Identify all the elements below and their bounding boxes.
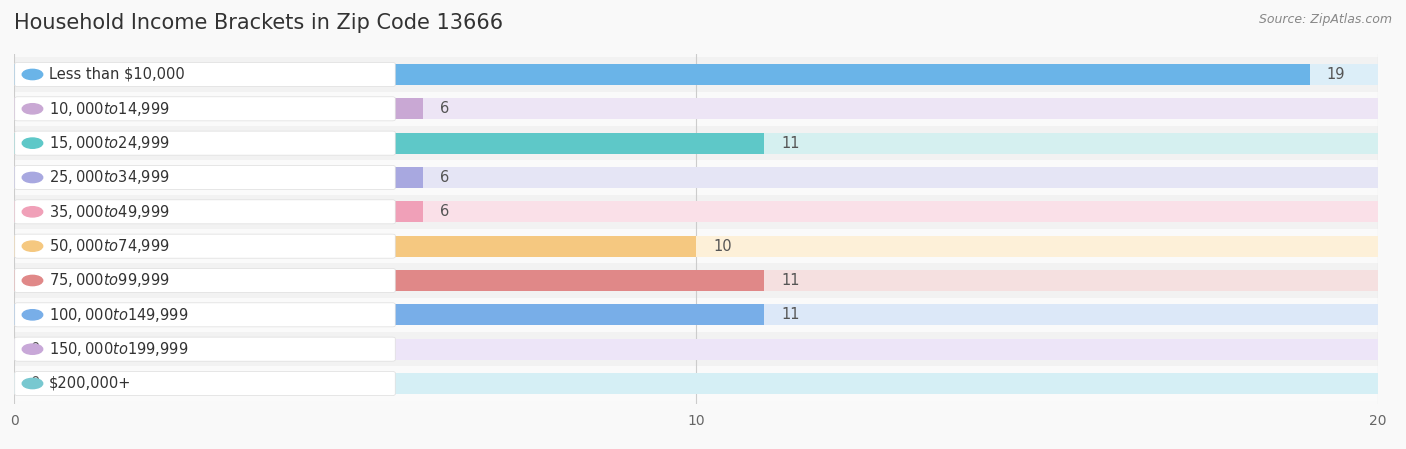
Bar bbox=[14, 201, 1378, 222]
Text: 11: 11 bbox=[782, 273, 800, 288]
Bar bbox=[14, 92, 1378, 126]
Circle shape bbox=[22, 207, 42, 217]
Bar bbox=[14, 132, 765, 154]
Text: $15,000 to $24,999: $15,000 to $24,999 bbox=[49, 134, 170, 152]
FancyBboxPatch shape bbox=[14, 200, 395, 224]
Bar bbox=[14, 270, 765, 291]
Bar bbox=[14, 332, 1378, 366]
Text: 19: 19 bbox=[1327, 67, 1346, 82]
Text: 6: 6 bbox=[440, 170, 450, 185]
Bar bbox=[14, 126, 1378, 160]
FancyBboxPatch shape bbox=[14, 131, 395, 155]
Circle shape bbox=[22, 310, 42, 320]
Bar bbox=[14, 304, 1378, 326]
Text: Source: ZipAtlas.com: Source: ZipAtlas.com bbox=[1258, 13, 1392, 26]
Circle shape bbox=[22, 172, 42, 183]
Circle shape bbox=[22, 138, 42, 148]
Circle shape bbox=[22, 69, 42, 79]
Bar bbox=[14, 195, 1378, 229]
Text: 0: 0 bbox=[31, 376, 41, 391]
Circle shape bbox=[22, 344, 42, 354]
Bar bbox=[14, 64, 1310, 85]
Bar bbox=[14, 263, 1378, 298]
Bar bbox=[14, 236, 1378, 257]
Text: $25,000 to $34,999: $25,000 to $34,999 bbox=[49, 168, 170, 186]
Bar bbox=[14, 64, 1378, 85]
Circle shape bbox=[22, 379, 42, 389]
Bar bbox=[14, 167, 423, 188]
Text: $35,000 to $49,999: $35,000 to $49,999 bbox=[49, 203, 170, 221]
Text: 10: 10 bbox=[713, 239, 731, 254]
FancyBboxPatch shape bbox=[14, 303, 395, 327]
FancyBboxPatch shape bbox=[14, 97, 395, 121]
Bar bbox=[14, 270, 1378, 291]
Bar bbox=[14, 167, 1378, 188]
FancyBboxPatch shape bbox=[14, 337, 395, 361]
FancyBboxPatch shape bbox=[14, 166, 395, 189]
Text: 11: 11 bbox=[782, 136, 800, 151]
Bar bbox=[14, 132, 1378, 154]
FancyBboxPatch shape bbox=[14, 371, 395, 396]
Bar bbox=[14, 160, 1378, 195]
Bar bbox=[14, 298, 1378, 332]
Text: $50,000 to $74,999: $50,000 to $74,999 bbox=[49, 237, 170, 255]
Bar bbox=[14, 373, 1378, 394]
Bar bbox=[14, 57, 1378, 92]
Text: 11: 11 bbox=[782, 307, 800, 322]
Bar bbox=[14, 229, 1378, 263]
Text: $200,000+: $200,000+ bbox=[49, 376, 131, 391]
Bar bbox=[14, 201, 423, 222]
Bar bbox=[14, 304, 765, 326]
Text: $100,000 to $149,999: $100,000 to $149,999 bbox=[49, 306, 188, 324]
Text: Household Income Brackets in Zip Code 13666: Household Income Brackets in Zip Code 13… bbox=[14, 13, 503, 34]
Text: 0: 0 bbox=[31, 342, 41, 357]
Circle shape bbox=[22, 241, 42, 251]
Text: Less than $10,000: Less than $10,000 bbox=[49, 67, 184, 82]
FancyBboxPatch shape bbox=[14, 234, 395, 258]
Text: 6: 6 bbox=[440, 204, 450, 219]
Circle shape bbox=[22, 104, 42, 114]
Bar bbox=[14, 339, 1378, 360]
Bar bbox=[14, 236, 696, 257]
Bar bbox=[14, 98, 1378, 119]
Text: $10,000 to $14,999: $10,000 to $14,999 bbox=[49, 100, 170, 118]
Text: $150,000 to $199,999: $150,000 to $199,999 bbox=[49, 340, 188, 358]
Bar bbox=[14, 366, 1378, 401]
FancyBboxPatch shape bbox=[14, 269, 395, 292]
FancyBboxPatch shape bbox=[14, 62, 395, 87]
Circle shape bbox=[22, 275, 42, 286]
Text: $75,000 to $99,999: $75,000 to $99,999 bbox=[49, 272, 170, 290]
Bar bbox=[14, 98, 423, 119]
Text: 6: 6 bbox=[440, 101, 450, 116]
